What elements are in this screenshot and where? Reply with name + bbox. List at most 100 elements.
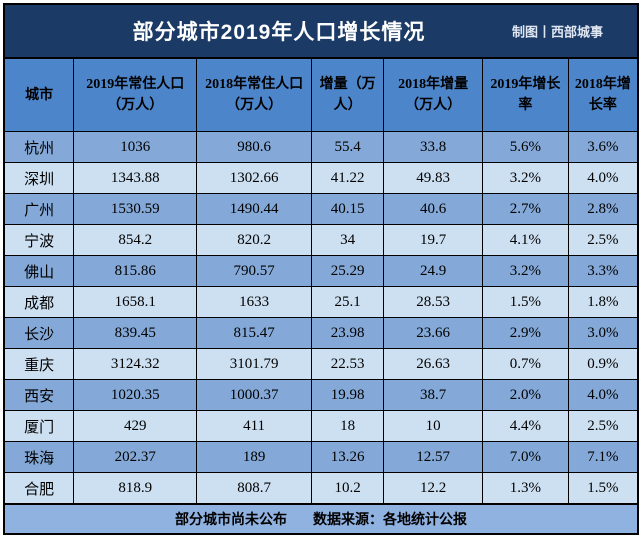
increment-2019-cell: 25.29 bbox=[310, 255, 385, 287]
city-cell: 佛山 bbox=[3, 255, 75, 287]
table-row-guangzhou: 广州 1530.59 1490.44 40.15 40.6 2.7% 2.8% bbox=[3, 193, 639, 225]
increment-2019-cell: 41.22 bbox=[310, 162, 385, 194]
table-row-ningbo: 宁波 854.2 820.2 34 19.7 4.1% 2.5% bbox=[3, 224, 639, 256]
city-cell: 杭州 bbox=[3, 131, 75, 163]
increment-2018-cell: 38.7 bbox=[383, 379, 484, 411]
pop-2018-cell: 1633 bbox=[196, 286, 312, 318]
increment-2019-cell: 40.15 bbox=[310, 193, 385, 225]
pop-2019-cell: 1020.35 bbox=[73, 379, 198, 411]
increment-2019-cell: 25.1 bbox=[310, 286, 385, 318]
increment-2019-cell: 19.98 bbox=[310, 379, 385, 411]
credit-label: 制图丨西部城事 bbox=[511, 24, 603, 40]
pop-2019-cell: 1658.1 bbox=[73, 286, 198, 318]
table-row-changsha: 长沙 839.45 815.47 23.98 23.66 2.9% 3.0% bbox=[3, 317, 639, 349]
growth-rate-2018-cell: 1.5% bbox=[567, 472, 639, 505]
table-row-hangzhou: 杭州 1036 980.6 55.4 33.8 5.6% 3.6% bbox=[3, 131, 639, 163]
growth-rate-2018-cell: 1.8% bbox=[567, 286, 639, 318]
footer-bar: 部分城市尚未公布 数据来源：各地统计公报 bbox=[3, 503, 639, 535]
growth-rate-2019-cell: 4.1% bbox=[482, 224, 569, 256]
growth-rate-2019-cell: 2.7% bbox=[482, 193, 569, 225]
city-cell: 厦门 bbox=[3, 410, 75, 442]
pop-2019-cell: 1530.59 bbox=[73, 193, 198, 225]
table-row-xian: 西安 1020.35 1000.37 19.98 38.7 2.0% 4.0% bbox=[3, 379, 639, 411]
footer-source: 数据来源：各地统计公报 bbox=[313, 513, 467, 528]
pop-2019-cell: 1343.88 bbox=[73, 162, 198, 194]
growth-rate-2018-cell: 7.1% bbox=[567, 441, 639, 473]
title-bar: 部分城市2019年人口增长情况 制图丨西部城事 bbox=[3, 3, 639, 59]
increment-2019-cell: 18 bbox=[310, 410, 385, 442]
city-cell: 深圳 bbox=[3, 162, 75, 194]
city-cell: 重庆 bbox=[3, 348, 75, 380]
city-cell: 合肥 bbox=[3, 472, 75, 505]
table-row-xiamen: 厦门 429 411 18 10 4.4% 2.5% bbox=[3, 410, 639, 442]
pop-2018-cell: 820.2 bbox=[196, 224, 312, 256]
increment-2019-cell: 23.98 bbox=[310, 317, 385, 349]
growth-rate-2018-cell: 2.8% bbox=[567, 193, 639, 225]
page-title: 部分城市2019年人口增长情况 bbox=[132, 21, 426, 44]
growth-rate-2019-cell: 7.0% bbox=[482, 441, 569, 473]
increment-2018-cell: 10 bbox=[383, 410, 484, 442]
growth-rate-2019-cell: 3.2% bbox=[482, 255, 569, 287]
pop-2019-cell: 854.2 bbox=[73, 224, 198, 256]
growth-rate-2018-cell: 4.0% bbox=[567, 379, 639, 411]
growth-rate-2019-cell: 2.0% bbox=[482, 379, 569, 411]
growth-rate-2018-cell: 2.5% bbox=[567, 224, 639, 256]
increment-2018-cell: 33.8 bbox=[383, 131, 484, 163]
pop-2018-cell: 1490.44 bbox=[196, 193, 312, 225]
table-row-zhuhai: 珠海 202.37 189 13.26 12.57 7.0% 7.1% bbox=[3, 441, 639, 473]
pop-2019-cell: 818.9 bbox=[73, 472, 198, 505]
population-growth-table: 部分城市2019年人口增长情况 制图丨西部城事 城市 2019年常住人口（万人）… bbox=[3, 3, 639, 535]
city-cell: 西安 bbox=[3, 379, 75, 411]
growth-rate-2018-cell: 2.5% bbox=[567, 410, 639, 442]
table-row-hefei: 合肥 818.9 808.7 10.2 12.2 1.3% 1.5% bbox=[3, 472, 639, 505]
increment-2018-cell: 28.53 bbox=[383, 286, 484, 318]
increment-2019-cell: 55.4 bbox=[310, 131, 385, 163]
increment-2018-cell: 40.6 bbox=[383, 193, 484, 225]
column-header-pop-2019: 2019年常住人口（万人） bbox=[73, 57, 198, 132]
increment-2018-cell: 24.9 bbox=[383, 255, 484, 287]
growth-rate-2018-cell: 3.3% bbox=[567, 255, 639, 287]
increment-2018-cell: 12.2 bbox=[383, 472, 484, 505]
table-row-foshan: 佛山 815.86 790.57 25.29 24.9 3.2% 3.3% bbox=[3, 255, 639, 287]
column-header-increment-2019: 增量（万人） bbox=[310, 57, 385, 132]
pop-2019-cell: 3124.32 bbox=[73, 348, 198, 380]
footer-note: 部分城市尚未公布 bbox=[175, 513, 287, 528]
increment-2019-cell: 22.53 bbox=[310, 348, 385, 380]
city-cell: 珠海 bbox=[3, 441, 75, 473]
table-row-chengdu: 成都 1658.1 1633 25.1 28.53 1.5% 1.8% bbox=[3, 286, 639, 318]
pop-2018-cell: 189 bbox=[196, 441, 312, 473]
pop-2019-cell: 839.45 bbox=[73, 317, 198, 349]
growth-rate-2019-cell: 3.2% bbox=[482, 162, 569, 194]
pop-2018-cell: 1302.66 bbox=[196, 162, 312, 194]
pop-2019-cell: 1036 bbox=[73, 131, 198, 163]
column-header-growth-rate-2018: 2018年增长率 bbox=[567, 57, 639, 132]
pop-2019-cell: 429 bbox=[73, 410, 198, 442]
increment-2018-cell: 12.57 bbox=[383, 441, 484, 473]
pop-2019-cell: 202.37 bbox=[73, 441, 198, 473]
column-header-increment-2018: 2018年增量（万人） bbox=[383, 57, 484, 132]
increment-2018-cell: 23.66 bbox=[383, 317, 484, 349]
growth-rate-2019-cell: 2.9% bbox=[482, 317, 569, 349]
table-row-shenzhen: 深圳 1343.88 1302.66 41.22 49.83 3.2% 4.0% bbox=[3, 162, 639, 194]
table-header-row: 城市 2019年常住人口（万人） 2018年常住人口（万人） 增量（万人） 20… bbox=[3, 57, 639, 132]
pop-2018-cell: 815.47 bbox=[196, 317, 312, 349]
table-row-chongqing: 重庆 3124.32 3101.79 22.53 26.63 0.7% 0.9% bbox=[3, 348, 639, 380]
growth-rate-2019-cell: 0.7% bbox=[482, 348, 569, 380]
city-cell: 长沙 bbox=[3, 317, 75, 349]
pop-2018-cell: 980.6 bbox=[196, 131, 312, 163]
growth-rate-2018-cell: 3.6% bbox=[567, 131, 639, 163]
growth-rate-2019-cell: 4.4% bbox=[482, 410, 569, 442]
pop-2019-cell: 815.86 bbox=[73, 255, 198, 287]
growth-rate-2019-cell: 1.5% bbox=[482, 286, 569, 318]
growth-rate-2019-cell: 1.3% bbox=[482, 472, 569, 505]
column-header-pop-2018: 2018年常住人口（万人） bbox=[196, 57, 312, 132]
pop-2018-cell: 808.7 bbox=[196, 472, 312, 505]
increment-2019-cell: 34 bbox=[310, 224, 385, 256]
pop-2018-cell: 3101.79 bbox=[196, 348, 312, 380]
pop-2018-cell: 411 bbox=[196, 410, 312, 442]
increment-2019-cell: 10.2 bbox=[310, 472, 385, 505]
city-cell: 广州 bbox=[3, 193, 75, 225]
city-cell: 成都 bbox=[3, 286, 75, 318]
increment-2018-cell: 26.63 bbox=[383, 348, 484, 380]
